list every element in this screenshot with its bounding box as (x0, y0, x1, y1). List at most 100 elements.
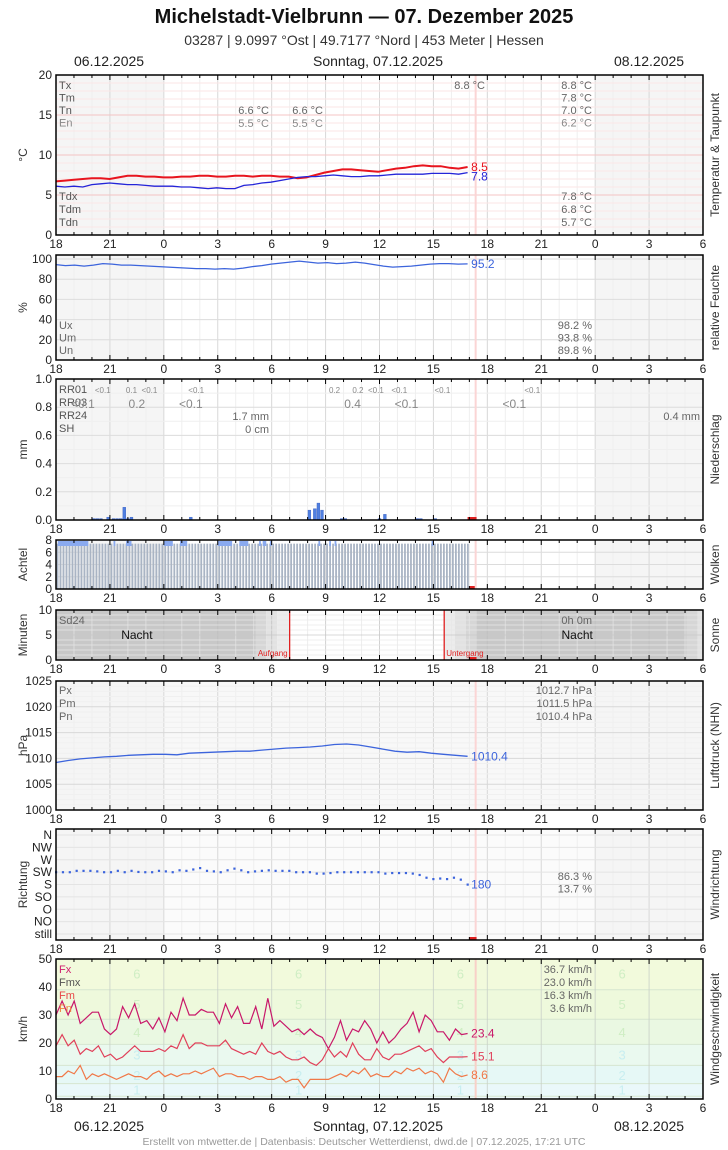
wind-dir-point (452, 876, 456, 879)
y-axis-label: % (16, 302, 30, 313)
x-tick-label: 21 (535, 591, 549, 605)
x-tick-label: 0 (160, 942, 167, 956)
x-tick-label: 6 (268, 591, 275, 605)
x-tick-label: 21 (103, 812, 117, 826)
cloud-bar (329, 543, 331, 589)
legend-pm: Pm (59, 698, 76, 710)
annotation: 1010.4 hPa (536, 711, 593, 723)
legend-rr01: RR01 (59, 384, 87, 396)
x-tick-label: 21 (535, 522, 549, 536)
beaufort-label: 5 (457, 997, 464, 1012)
annotation: 5.5 °C (238, 118, 269, 130)
y-tick-label: 100 (32, 252, 52, 266)
cloud-bar (227, 543, 230, 589)
cloud-bar (170, 543, 173, 589)
cloud-bar (125, 543, 128, 589)
cloud-overcast (259, 541, 261, 546)
x-tick-label: 21 (103, 662, 117, 676)
y-tick-label: 5 (45, 628, 52, 642)
sunrise-label: Aufgang (258, 649, 288, 658)
series-fn (56, 1064, 468, 1089)
x-tick-label: 21 (103, 942, 117, 956)
x-tick-label: 6 (700, 662, 707, 676)
annotation: 89.8 % (558, 345, 592, 357)
night-label: Nacht (121, 628, 153, 642)
cloud-bar (116, 543, 119, 589)
x-tick-label: 0 (160, 662, 167, 676)
cloud-bar (401, 543, 403, 589)
cloud-bar (460, 543, 463, 589)
x-tick-label: 6 (268, 662, 275, 676)
x-tick-label: 0 (160, 812, 167, 826)
date-row-bottom: 06.12.2025 Sonntag, 07.12.2025 08.12.202… (0, 1118, 728, 1136)
wind-dir-point (349, 871, 353, 874)
annotation: 36.7 km/h (544, 964, 592, 976)
legend-rr03: RR03 (59, 397, 87, 409)
cloud-bar (65, 543, 68, 589)
cloud-bar (257, 543, 260, 589)
page-title: Michelstadt-Vielbrunn — 07. Dezember 202… (154, 6, 574, 28)
cloud-overcast (239, 541, 249, 546)
wind-dir-point (157, 869, 161, 872)
cloud-bar (179, 543, 182, 589)
x-tick-label: 6 (700, 1101, 707, 1115)
cloud-bar (413, 543, 415, 589)
cloud-bar (344, 543, 346, 589)
precip-bar (122, 507, 126, 521)
y-tick-label: 30 (39, 1008, 53, 1022)
beaufort-label: 3 (295, 1048, 302, 1063)
annotation: 1012.7 hPa (536, 685, 593, 697)
x-tick-label: 15 (427, 812, 441, 826)
station-info: 03287 | 9.0997 °Ost | 49.7177 °Nord | 45… (184, 32, 544, 48)
wind-dir-point (439, 877, 442, 880)
cloud-overcast (329, 541, 331, 546)
cloud-bar (422, 543, 424, 589)
cloud-bar (353, 543, 355, 589)
wind-dir-point (247, 871, 250, 874)
legend-um: Um (59, 333, 76, 345)
date-row-top: 06.12.2025 Sonntag, 07.12.2025 08.12.202… (0, 53, 728, 71)
wind-dir-current: 180 (471, 878, 491, 892)
beaufort-label: 4 (619, 1025, 626, 1040)
precip-bar (383, 514, 387, 521)
panel-title: Luftdruck (NHN) (708, 702, 722, 789)
annotation: 1.7 mm (232, 411, 269, 423)
panel-pressure (55, 680, 704, 811)
wind-dir-point (363, 871, 366, 874)
y-tick-label: 80 (39, 272, 53, 286)
wind-dir-point (68, 871, 71, 874)
cloud-overcast (163, 541, 173, 546)
cloud-bar (440, 543, 442, 589)
wind-dir-point (329, 871, 332, 875)
cloud-bar (86, 543, 89, 589)
cloud-overcast (180, 541, 188, 546)
cloud-bar (206, 543, 209, 589)
x-tick-label: 12 (373, 812, 387, 826)
y-tick-label: 0.4 (35, 457, 52, 471)
x-tick-label: 3 (646, 591, 653, 605)
cloud-bar (350, 543, 352, 589)
y-tick-label: 1.0 (35, 372, 52, 386)
wind-dir-point (151, 871, 154, 874)
annotation: 6.8 °C (561, 204, 592, 216)
cloud-bar (377, 543, 379, 589)
cloud-bar (131, 543, 134, 589)
cloud-bar (239, 543, 242, 589)
cloud-bar (347, 543, 349, 589)
rr03-label: <0.1 (502, 397, 526, 411)
cloud-bar (281, 543, 284, 589)
cloud-overcast (431, 541, 434, 546)
beaufort-label: 6 (619, 966, 626, 981)
cloud-bar (308, 543, 311, 589)
x-tick-label: 18 (49, 522, 63, 536)
wind-dir-point (109, 871, 113, 874)
y-tick-label: 6 (45, 545, 52, 559)
annotation: 98.2 % (558, 320, 592, 332)
cloud-bar (338, 543, 340, 589)
y-tick-label: 0 (45, 653, 52, 667)
legend-tn: Tn (59, 105, 72, 117)
y-tick-label: 40 (39, 980, 53, 994)
precip-now-marker (467, 517, 477, 520)
y-axis-label: mm (16, 440, 30, 460)
cloud-bar (287, 543, 290, 589)
